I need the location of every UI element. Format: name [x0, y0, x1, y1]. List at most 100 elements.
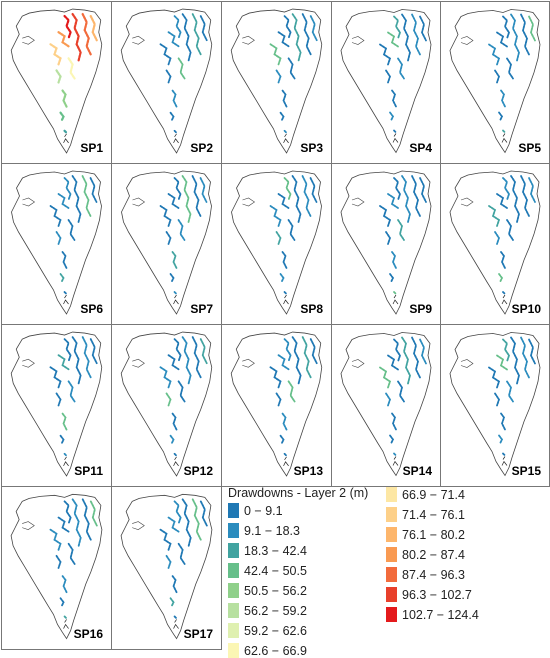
drawdown-cells — [159, 528, 172, 551]
drawdown-cells — [283, 452, 288, 457]
map-panel-sp14: SP14 — [331, 324, 441, 487]
drawdown-cells — [488, 366, 501, 389]
drawdown-cells — [498, 273, 504, 283]
drawdown-cells — [411, 13, 421, 56]
drawdown-cells — [419, 15, 427, 42]
drawdown-cells — [283, 338, 292, 363]
drawdown-cells — [287, 57, 296, 80]
drawdown-cells — [171, 412, 178, 431]
drawdown-cells — [61, 412, 68, 431]
drawdown-cells — [393, 452, 397, 457]
panel-label: SP15 — [511, 464, 541, 478]
drawdown-cells — [63, 452, 68, 457]
drawdown-cells — [55, 231, 62, 245]
drawdown-cells — [67, 380, 76, 403]
drawdown-cells — [57, 193, 70, 209]
drawdown-cells — [177, 380, 186, 403]
map-panel-sp9: SP9 — [331, 163, 441, 325]
drawdown-cells — [269, 205, 282, 227]
drawdown-cells — [55, 69, 62, 84]
drawdown-cells — [387, 31, 399, 48]
drawdown-cells — [49, 43, 62, 66]
panel-label: SP6 — [80, 302, 103, 316]
map-panel-sp3: SP3 — [221, 1, 332, 164]
legend-label: 42.4 − 50.5 — [244, 563, 307, 578]
legend-label: 59.2 − 62.6 — [244, 623, 307, 638]
drawdown-cells — [61, 575, 68, 594]
legend-item: 50.5 − 56.2 — [228, 583, 307, 598]
drawdown-cells — [269, 366, 282, 389]
south-feature — [173, 456, 179, 467]
drawdown-cells — [275, 392, 282, 407]
south-feature — [501, 456, 508, 466]
drawdown-cells — [494, 231, 500, 245]
inlet-outline — [351, 359, 365, 368]
inlet-outline — [22, 197, 36, 207]
drawdown-cells — [171, 575, 178, 594]
drawdown-cells — [199, 15, 208, 42]
drawdown-cells — [401, 336, 411, 385]
drawdown-cells — [283, 129, 288, 134]
inlet-outline — [460, 197, 474, 207]
map-panel-sp5: SP5 — [440, 1, 550, 164]
drawdown-cells — [191, 336, 202, 379]
drawdown-cells — [167, 193, 180, 209]
study-area-outline — [10, 493, 103, 640]
drawdown-cells — [55, 554, 62, 569]
study-area-outline — [120, 493, 213, 640]
drawdown-cells — [502, 338, 510, 363]
drawdown-cells — [173, 338, 182, 363]
study-area-map — [11, 170, 102, 315]
map-panel-sp17: SP17 — [111, 486, 222, 650]
study-area-outline — [340, 170, 432, 315]
drawdown-cells — [277, 354, 290, 371]
drawdown-cells — [385, 69, 391, 84]
south-feature — [63, 619, 69, 629]
drawdown-cells — [496, 193, 508, 209]
drawdown-cells — [389, 434, 395, 445]
drawdown-cells — [520, 175, 530, 217]
drawdown-cells — [159, 43, 172, 66]
drawdown-cells — [502, 15, 510, 40]
drawdown-cells — [173, 15, 182, 40]
drawdown-cells — [498, 111, 504, 122]
drawdown-cells — [169, 434, 175, 445]
drawdown-cells — [67, 542, 76, 565]
drawdown-cells — [165, 69, 172, 84]
drawdown-cells — [173, 129, 178, 134]
drawdown-cells — [165, 554, 172, 569]
panel-label: SP14 — [402, 464, 432, 478]
map-panel-sp13: SP13 — [221, 324, 332, 487]
drawdown-cells — [291, 336, 302, 385]
drawdown-cells — [506, 57, 514, 80]
drawdown-cells — [283, 291, 288, 295]
study-area-map — [230, 8, 323, 154]
drawdown-cells — [401, 175, 411, 223]
drawdown-cells — [498, 434, 504, 445]
inlet-outline — [22, 521, 35, 530]
drawdown-cells — [159, 366, 172, 389]
map-panel-sp4: SP4 — [331, 1, 441, 164]
drawdown-cells — [397, 57, 405, 80]
drawdown-cells — [279, 434, 285, 445]
drawdown-cells — [191, 13, 202, 56]
drawdown-cells — [506, 219, 514, 241]
drawdown-cells — [67, 219, 76, 241]
drawdown-cells — [173, 615, 178, 620]
drawdown-cells — [165, 392, 172, 407]
legend-label: 66.9 − 71.4 — [402, 487, 465, 502]
drawdown-cells — [81, 498, 92, 541]
legend-item: 9.1 − 18.3 — [228, 523, 300, 538]
drawdown-cells — [397, 380, 405, 403]
drawdown-cells — [385, 231, 391, 245]
drawdown-cells — [287, 380, 296, 403]
legend-swatch — [386, 607, 397, 622]
drawdown-cells — [301, 175, 312, 217]
legend-swatch — [228, 523, 239, 538]
panel-label: SP9 — [409, 302, 432, 316]
panel-label: SP4 — [409, 141, 432, 155]
drawdown-cells — [275, 231, 282, 245]
panel-label: SP16 — [73, 627, 103, 641]
study-area-outline — [449, 9, 541, 154]
